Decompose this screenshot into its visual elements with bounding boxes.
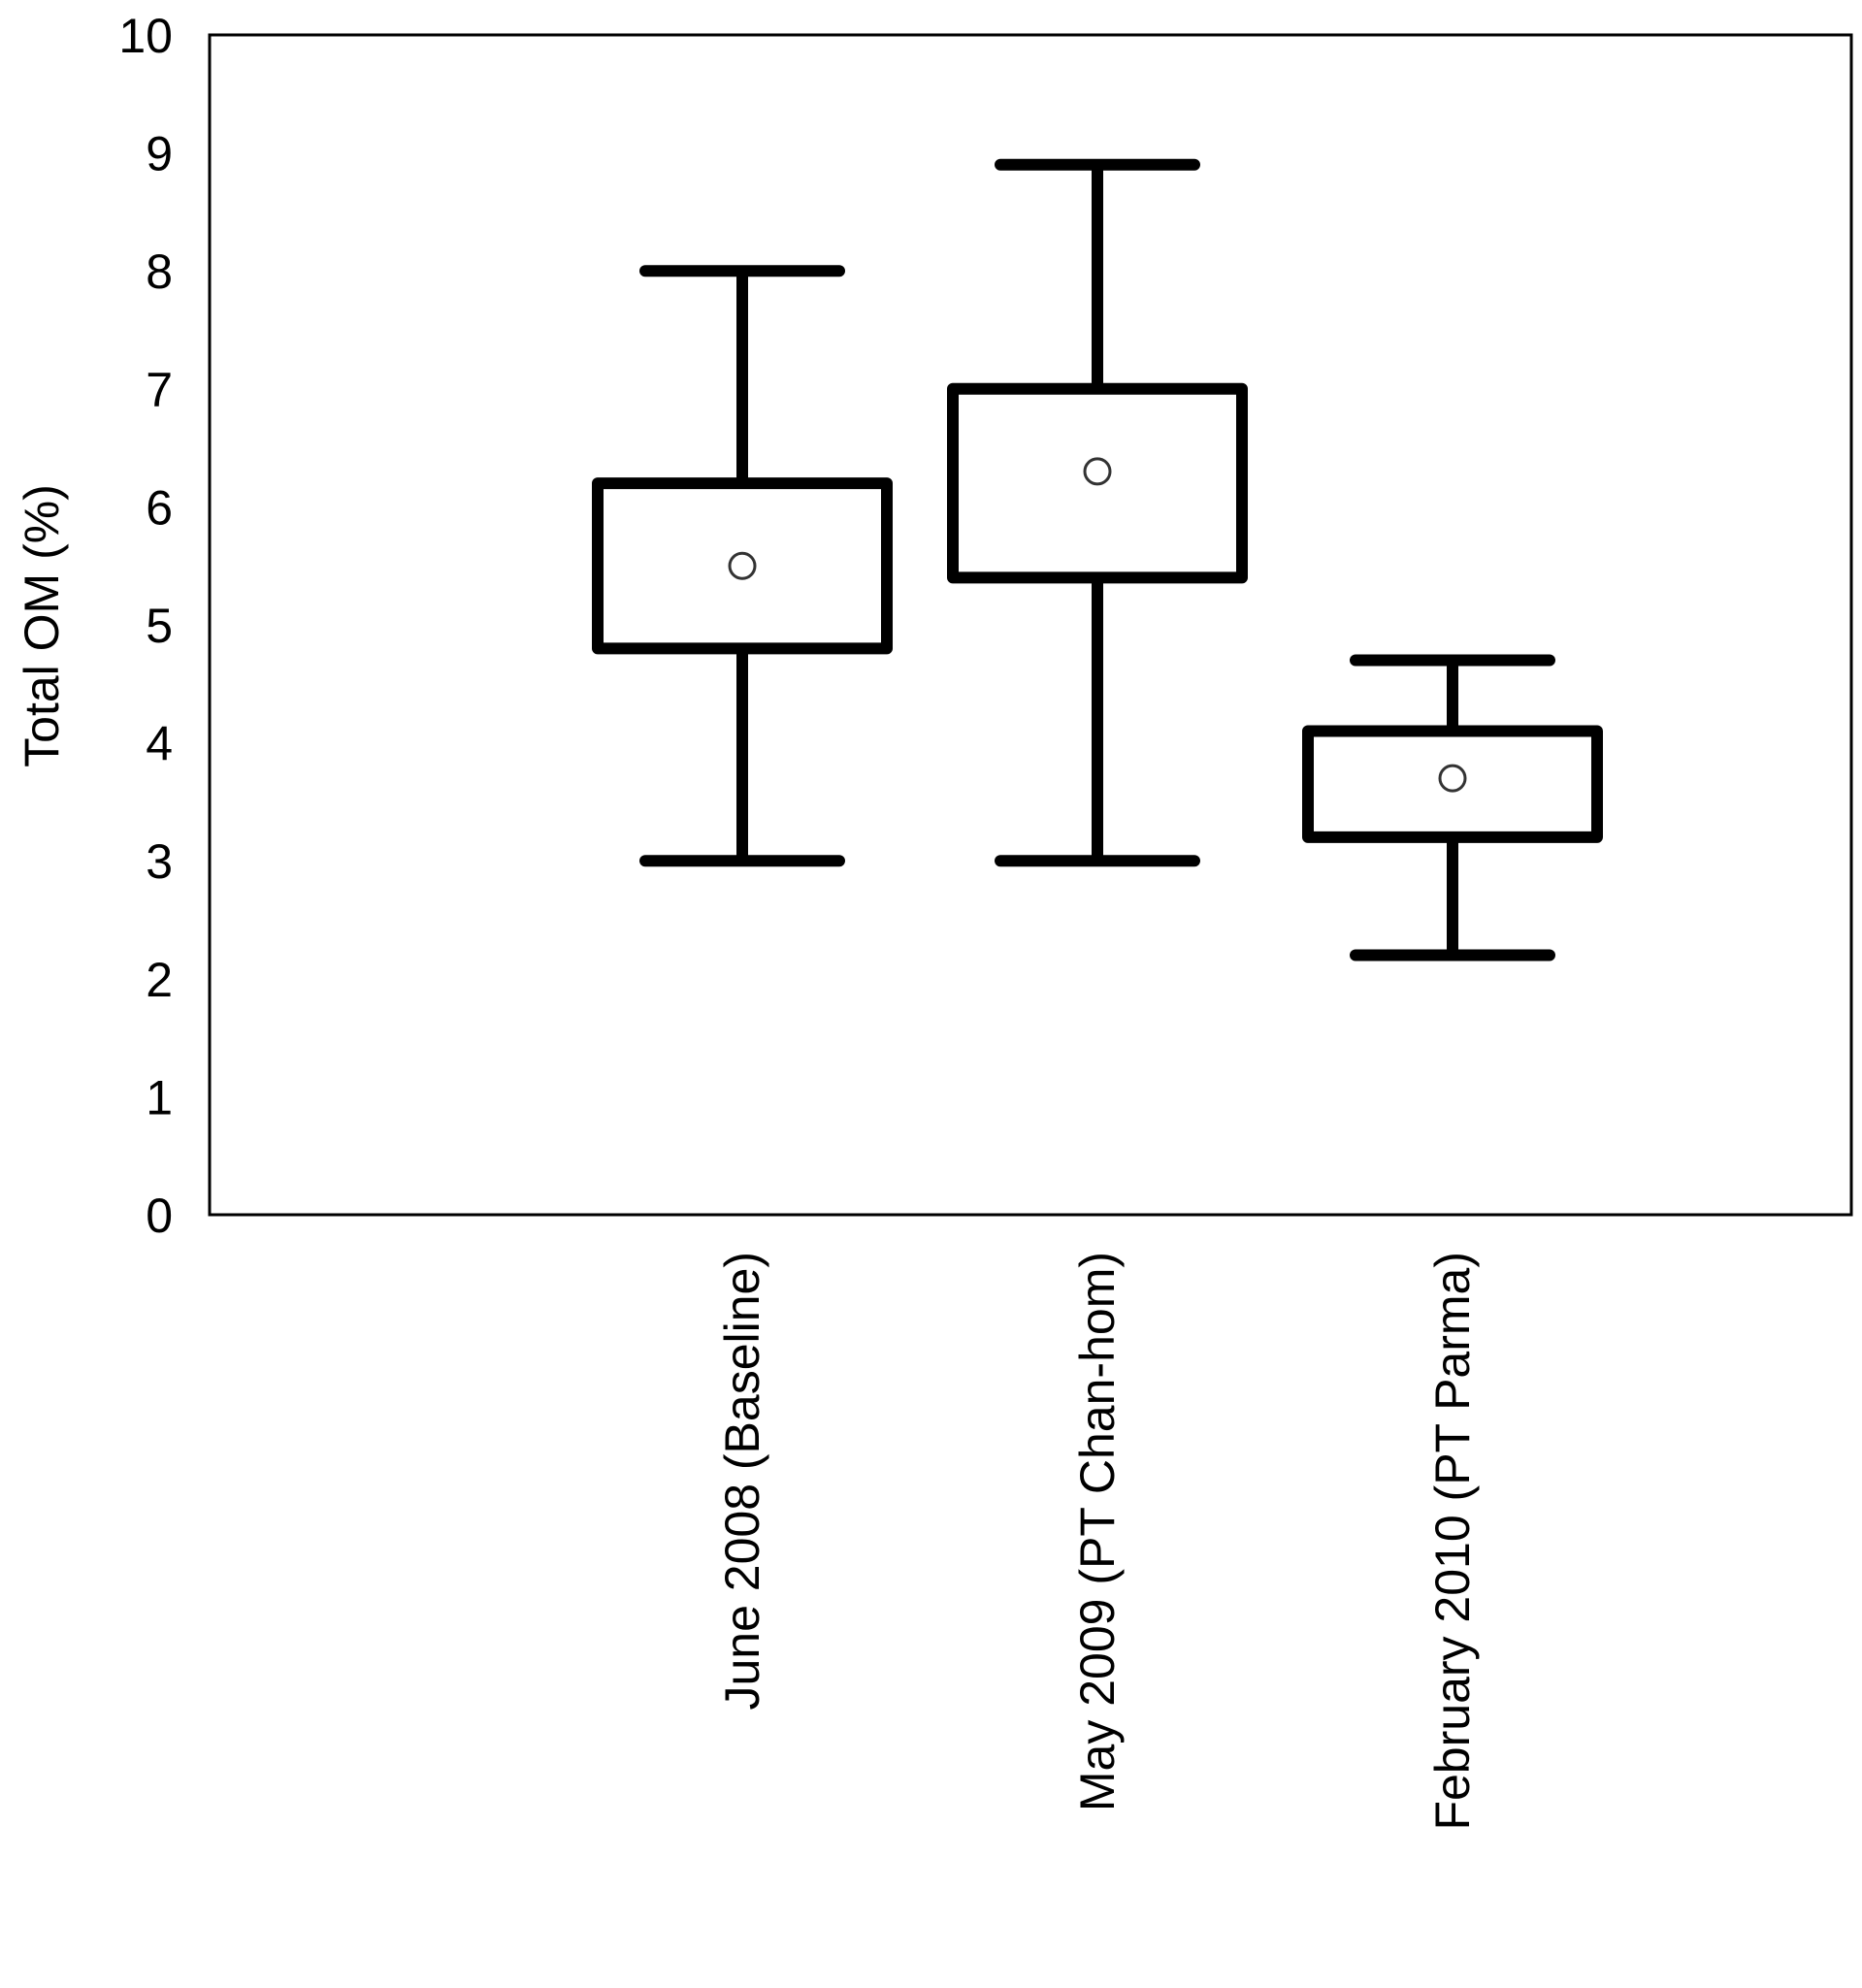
y-tick-label: 3 [146, 834, 173, 889]
y-tick-label: 7 [146, 363, 173, 417]
boxes-layer [592, 158, 1603, 961]
y-tick-label: 9 [146, 127, 173, 181]
box-group [592, 265, 893, 867]
box-group [947, 158, 1248, 867]
y-tick-label: 10 [118, 9, 173, 63]
x-axis-labels: June 2008 (Baseline) May 2009 (PT Chan-ho… [715, 1252, 1480, 1831]
box-iqr [1302, 725, 1603, 843]
y-tick-label: 8 [146, 244, 173, 299]
y-tick-label: 6 [146, 480, 173, 535]
y-tick-label: 4 [146, 717, 173, 771]
y-tick-label: 0 [146, 1189, 173, 1243]
x-category-label: May 2009 (PT Chan-hom) [1070, 1252, 1125, 1811]
y-tick-label: 1 [146, 1070, 173, 1124]
plot-frame [208, 33, 1853, 1217]
y-axis-title: Total OM (%) [15, 484, 69, 767]
mean-marker [728, 551, 757, 580]
mean-marker [1438, 764, 1467, 793]
mean-marker [1083, 457, 1112, 486]
y-tick-label: 5 [146, 599, 173, 653]
x-category-label: June 2008 (Baseline) [715, 1252, 769, 1711]
x-category-label: February 2010 (PT Parma) [1425, 1252, 1480, 1831]
y-axis-ticks: 0 1 2 3 4 5 6 7 8 9 10 [118, 9, 173, 1243]
box-group [1302, 654, 1603, 961]
y-tick-label: 2 [146, 953, 173, 1007]
